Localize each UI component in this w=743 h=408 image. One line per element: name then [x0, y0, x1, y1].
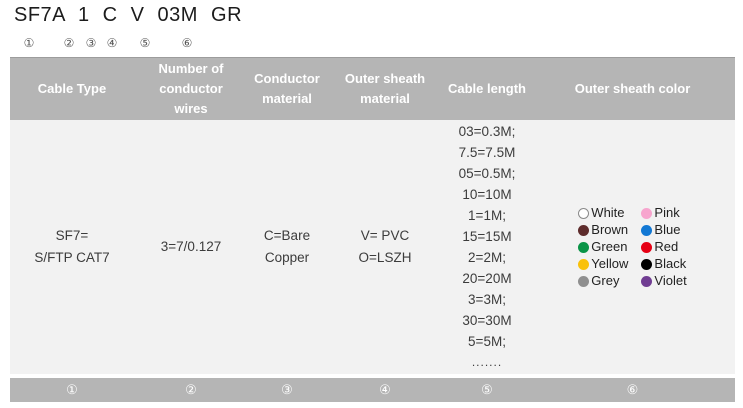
color-label: White [591, 205, 625, 220]
color-option: Blue [641, 223, 686, 237]
color-option: Brown [578, 223, 628, 237]
spec-table: Cable Type Number of conductor wires Con… [10, 57, 735, 402]
brown-swatch-icon [578, 224, 590, 236]
white-swatch-icon [578, 207, 590, 219]
marker-4: ④ [106, 36, 118, 50]
cable-length-option: 15=15M [462, 229, 512, 244]
cell-cable-length: 03=0.3M; 7.5=7.5M 05=0.5M; 10=10M 1=1M; … [444, 120, 530, 374]
sheath-material-line: V= PVC [360, 228, 410, 243]
cable-length-option: 03=0.3M; [458, 124, 516, 139]
green-swatch-icon [578, 241, 590, 253]
cable-length-ellipsis: ....... [471, 355, 503, 369]
marker-2: ② [63, 36, 75, 50]
color-legend-column-right: Pink Blue Red Black Violet [641, 206, 687, 288]
color-label: Yellow [591, 256, 629, 271]
cable-length-option: 5=5M; [468, 334, 506, 349]
cell-outer-sheath-color: White Brown Green Yellow Grey Pink Blue … [530, 120, 735, 374]
marker-6: ⑥ [181, 36, 193, 50]
cable-length-option: 2=2M; [468, 250, 506, 265]
conductor-wires-value: 3=7/0.127 [160, 239, 222, 254]
color-option: Grey [578, 274, 628, 288]
color-label: Grey [591, 273, 620, 288]
table-header-row: Cable Type Number of conductor wires Con… [10, 57, 735, 120]
black-swatch-icon [641, 258, 653, 270]
color-option: Red [641, 240, 686, 254]
color-label: Green [591, 239, 628, 254]
color-option: Yellow [578, 257, 628, 271]
color-label: Black [654, 256, 687, 271]
part-number-markers: ① ② ③ ④ ⑤ ⑥ [0, 36, 743, 52]
marker-5: ⑤ [139, 36, 151, 50]
color-option: Violet [641, 273, 687, 288]
color-label: Brown [591, 222, 629, 237]
header-cable-type: Cable Type [37, 81, 107, 96]
header-cable-length: Cable length [447, 81, 526, 96]
marker-1: ① [23, 36, 35, 50]
violet-swatch-icon [641, 275, 653, 287]
sheath-material-line: O=LSZH [358, 250, 412, 265]
marker-3: ③ [85, 36, 97, 50]
yellow-swatch-icon [578, 258, 590, 270]
color-label: Red [654, 239, 679, 254]
footer-marker-4: ④ [379, 382, 391, 397]
blue-swatch-icon [641, 224, 653, 236]
cell-conductor-material: C=Bare Copper [248, 120, 326, 374]
cable-length-option: 7.5=7.5M [458, 145, 516, 160]
conductor-material-line: C=Bare [263, 228, 311, 243]
header-conductor-material: Conductor material [254, 71, 320, 106]
table-body-row: SF7= S/FTP CAT7 3=7/0.127 C=Bare Copper … [10, 120, 735, 374]
grey-swatch-icon [578, 275, 590, 287]
cable-length-option: 05=0.5M; [458, 166, 516, 181]
table-footer-gap [10, 374, 735, 378]
color-label: Violet [654, 273, 687, 288]
color-legend-column-left: White Brown Green Yellow Grey [578, 206, 628, 288]
header-conductor-wires: Number of conductor wires [158, 61, 224, 116]
cell-outer-sheath-material: V= PVC O=LSZH [326, 120, 444, 374]
cell-conductor-wires: 3=7/0.127 [134, 120, 248, 374]
cell-cable-type: SF7= S/FTP CAT7 [10, 120, 134, 374]
header-outer-sheath-color: Outer sheath color [574, 81, 691, 96]
cable-length-option: 20=20M [462, 271, 512, 286]
header-outer-sheath-material: Outer sheath material [344, 71, 426, 106]
footer-marker-5: ⑤ [481, 382, 493, 397]
part-number-title: SF7A 1 C V 03M GR [14, 4, 243, 26]
conductor-material-line: Copper [264, 250, 310, 265]
footer-marker-6: ⑥ [626, 382, 639, 397]
footer-marker-3: ③ [281, 382, 293, 397]
cable-length-option: 3=3M; [468, 292, 506, 307]
cable-length-option: 10=10M [462, 187, 512, 202]
color-option: White [578, 206, 628, 220]
table-footer-row: ① ② ③ ④ ⑤ ⑥ [10, 378, 735, 402]
color-label: Pink [654, 205, 680, 220]
color-legend: White Brown Green Yellow Grey Pink Blue … [578, 206, 687, 288]
color-option: Black [641, 257, 686, 271]
red-swatch-icon [641, 241, 653, 253]
footer-marker-2: ② [185, 382, 197, 397]
color-option: Green [578, 240, 628, 254]
cable-type-line: S/FTP CAT7 [34, 250, 110, 265]
color-label: Blue [654, 222, 681, 237]
pink-swatch-icon [641, 207, 653, 219]
cable-type-line: SF7= [55, 228, 89, 243]
cable-length-option: 1=1M; [468, 208, 506, 223]
footer-marker-1: ① [66, 382, 78, 397]
cable-length-option: 30=30M [462, 313, 512, 328]
color-option: Pink [641, 206, 686, 220]
